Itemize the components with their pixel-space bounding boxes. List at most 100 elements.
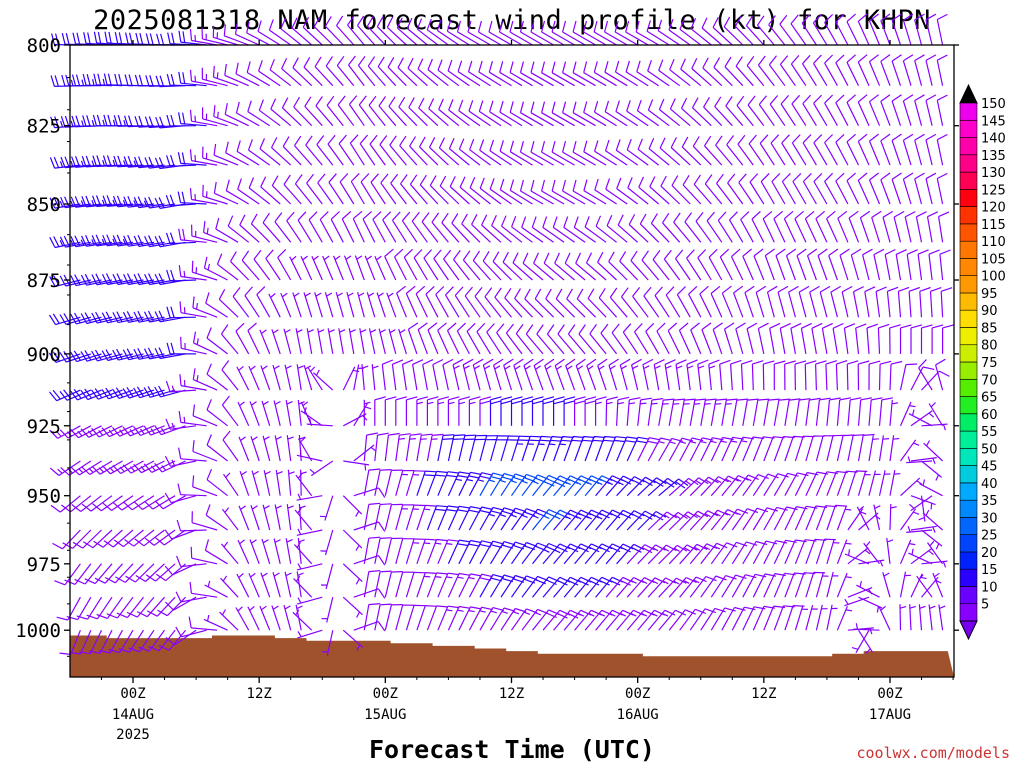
- barb-half-flag: [251, 505, 258, 510]
- barb-flag: [667, 322, 678, 332]
- barb-flag: [562, 179, 567, 192]
- barb-flag: [158, 347, 165, 359]
- barb-shaft: [235, 330, 250, 355]
- barb-flag: [220, 324, 229, 335]
- wind-barb: [297, 629, 323, 639]
- barb-flag: [890, 360, 903, 365]
- barb-flag: [598, 512, 610, 519]
- wind-barb: [415, 285, 428, 318]
- wind-barb: [315, 96, 334, 127]
- barb-flag: [869, 133, 879, 142]
- barb-shaft: [327, 328, 334, 355]
- barb-flag: [542, 396, 555, 401]
- wind-barb: [512, 252, 533, 281]
- barb-flag: [436, 605, 448, 608]
- barb-flag: [633, 543, 645, 550]
- barb-shaft: [583, 111, 607, 127]
- barb-flag: [192, 440, 195, 452]
- barb-shaft: [543, 262, 565, 281]
- barb-shaft: [637, 437, 650, 462]
- barb-shaft: [102, 529, 123, 548]
- barb-flag: [478, 60, 483, 73]
- barb-flag: [388, 432, 400, 436]
- barb-flag: [551, 101, 556, 113]
- barb-shaft: [70, 629, 81, 655]
- barb-shaft: [880, 61, 891, 86]
- barb-flag: [115, 576, 126, 583]
- credit-text[interactable]: coolwx.com/models: [856, 744, 1010, 762]
- barb-flag: [758, 322, 769, 330]
- barb-shaft: [446, 330, 460, 355]
- wind-barb: [703, 135, 723, 166]
- wind-barb: [407, 322, 419, 355]
- barb-shaft: [388, 328, 397, 355]
- barb-flag: [145, 33, 150, 45]
- barb-flag: [63, 313, 71, 324]
- barb-shaft: [700, 608, 716, 631]
- barb-half-flag: [102, 119, 106, 127]
- barb-flag: [846, 94, 856, 103]
- wind-barb: [275, 469, 283, 496]
- barb-flag: [589, 324, 597, 335]
- barb-flag: [583, 179, 588, 191]
- barb-flag: [164, 601, 174, 611]
- colorbar-label: 35: [981, 494, 998, 509]
- barb-shaft: [676, 294, 691, 318]
- wind-barb: [437, 434, 455, 462]
- barb-half-flag: [844, 598, 849, 605]
- barb-shaft: [530, 112, 554, 127]
- wind-barb: [868, 470, 881, 496]
- barb-shaft: [468, 606, 483, 631]
- barb-shaft: [857, 21, 870, 46]
- barb-shaft: [530, 190, 554, 205]
- barb-flag: [116, 195, 123, 207]
- barb-shaft: [520, 151, 544, 166]
- barb-flag: [428, 137, 436, 148]
- barb-half-flag: [272, 605, 279, 610]
- barb-shaft: [86, 203, 113, 208]
- barb-flag: [489, 100, 494, 112]
- wind-barb: [235, 322, 250, 355]
- wind-barb: [783, 210, 796, 243]
- barb-flag: [621, 287, 629, 298]
- barb-flag: [697, 510, 709, 518]
- barb-flag: [484, 287, 493, 298]
- barb-flag: [439, 175, 447, 187]
- barb-shaft: [294, 509, 313, 531]
- wind-barb: [417, 322, 428, 355]
- x-tick-date: 17AUG: [869, 707, 911, 723]
- barb-flag: [512, 252, 519, 264]
- barb-half-flag: [263, 505, 270, 510]
- barb-shaft: [868, 20, 881, 46]
- barb-flag: [479, 509, 492, 514]
- barb-flag: [382, 359, 394, 365]
- barb-flag: [87, 32, 91, 44]
- barb-flag: [70, 466, 80, 476]
- barb-half-flag: [534, 612, 542, 616]
- barb-shaft: [515, 333, 533, 355]
- barb-shaft: [751, 218, 765, 243]
- barb-shaft: [742, 474, 759, 497]
- barb-shaft: [864, 291, 870, 318]
- barb-shaft: [215, 228, 239, 243]
- wind-barb: [213, 181, 239, 205]
- barb-shaft: [700, 437, 713, 462]
- barb-shaft: [236, 150, 260, 166]
- barb-flag: [502, 251, 509, 263]
- wind-barb: [202, 184, 228, 205]
- barb-flag: [712, 17, 719, 28]
- barb-flag: [165, 380, 171, 393]
- wind-barb: [773, 472, 799, 497]
- barb-shaft: [882, 217, 891, 243]
- barb-flag: [112, 388, 120, 399]
- barb-flag: [880, 133, 891, 142]
- barb-flag: [572, 61, 577, 73]
- barb-shaft: [407, 67, 428, 87]
- wind-barb: [675, 359, 687, 391]
- wind-barb: [223, 24, 249, 46]
- barb-flag: [468, 509, 480, 513]
- barb-flag: [435, 508, 447, 512]
- barb-half-flag: [101, 199, 106, 206]
- wind-barb: [505, 323, 523, 355]
- barb-flag: [358, 95, 367, 106]
